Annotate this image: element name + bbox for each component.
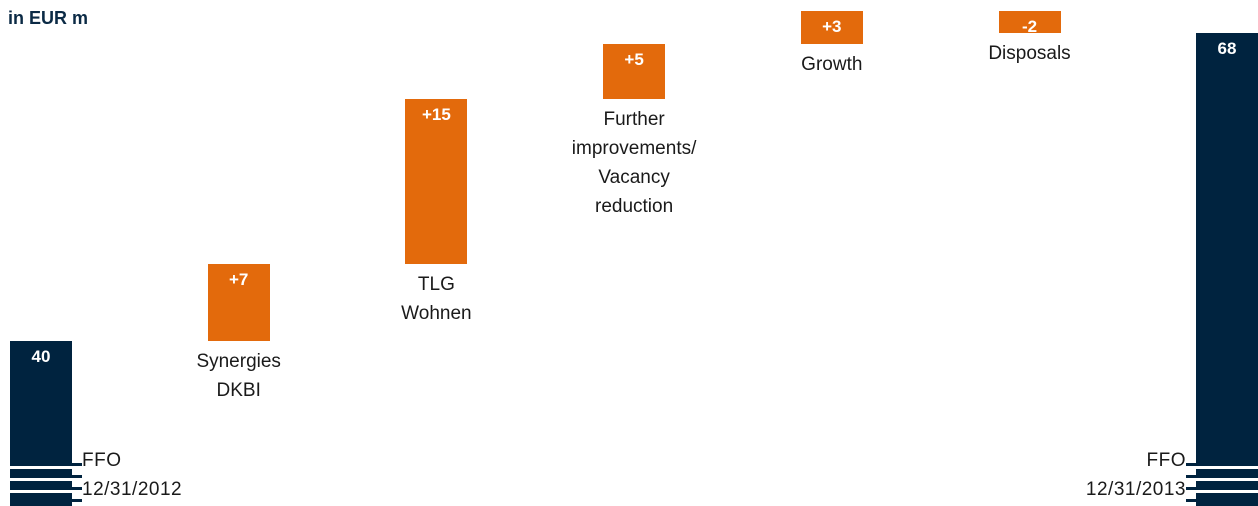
bar	[800, 11, 863, 44]
bar	[1196, 33, 1258, 506]
category-label: FFO 12/31/2013	[1085, 450, 1186, 500]
category-label: Synergies DKBI	[196, 351, 281, 401]
category-label: Further improvements/ Vacancy reduction	[571, 109, 697, 217]
chart-title: in EUR m	[8, 8, 89, 28]
category-label: Growth	[801, 54, 863, 75]
value-label: +5	[624, 50, 644, 69]
stripe	[1196, 490, 1258, 493]
category-label: Disposals	[988, 43, 1071, 64]
stripe	[1196, 478, 1258, 481]
bar	[405, 99, 468, 264]
stripe	[10, 466, 72, 469]
stripe	[72, 463, 82, 466]
category-label: FFO 12/31/2012	[82, 450, 183, 500]
stripe	[10, 490, 72, 493]
stripe	[72, 499, 82, 502]
bar	[603, 44, 666, 99]
stripe	[72, 475, 82, 478]
category-label: TLG Wohnen	[401, 274, 472, 324]
value-label: -2	[1021, 17, 1038, 36]
stripe	[72, 487, 82, 490]
stripe	[1196, 466, 1258, 469]
stripe	[1186, 499, 1196, 502]
bar	[207, 264, 270, 341]
stripe	[1186, 463, 1196, 466]
stripe	[10, 478, 72, 481]
value-label: +7	[228, 270, 249, 289]
stripe	[1186, 475, 1196, 478]
value-label: 40	[31, 347, 51, 366]
bar	[998, 11, 1061, 33]
stripe	[1186, 487, 1196, 490]
value-label: +3	[822, 17, 842, 36]
value-label: 68	[1217, 39, 1237, 58]
value-label: +15	[421, 105, 451, 124]
